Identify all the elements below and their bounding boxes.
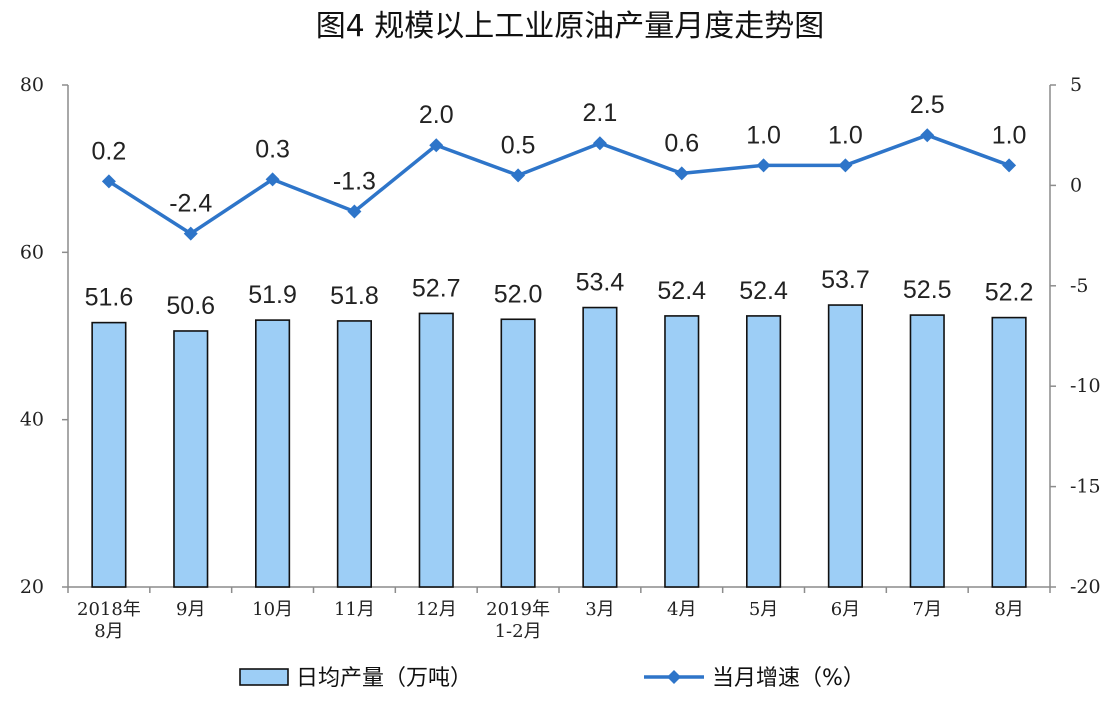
y-right-tick-label: 5 (1070, 74, 1082, 96)
bar (500, 318, 536, 588)
bar (582, 306, 618, 588)
bar-data-label: 51.6 (85, 284, 134, 312)
line-point (756, 158, 771, 173)
x-tick-label: 2019年 1-2月 (486, 599, 550, 642)
y-right-tick-label: 0 (1070, 174, 1082, 196)
bar-data-label: 51.8 (330, 282, 379, 310)
x-tick-label: 7月 (913, 599, 942, 620)
bar-data-label: 53.7 (821, 266, 870, 294)
x-tick-label-line: 1-2月 (495, 621, 542, 642)
x-tick-label: 9月 (176, 599, 205, 620)
line-data-label: 0.5 (501, 131, 536, 159)
line-point (511, 168, 526, 183)
x-tick-label-line: 8月 (994, 599, 1023, 620)
series-line (107, 133, 1010, 236)
bar-data-label: 52.2 (985, 279, 1034, 307)
bar (255, 319, 291, 588)
x-tick-label-line: 10月 (252, 599, 293, 620)
line-point (183, 226, 198, 241)
line-data-label: 0.6 (664, 129, 699, 157)
x-tick-label: 6月 (831, 599, 860, 620)
x-tick-label-line: 4月 (667, 599, 696, 620)
x-tick-label: 10月 (252, 599, 293, 620)
legend-line-label: 当月增速（%） (712, 666, 865, 691)
line-data-label: 2.0 (419, 101, 454, 129)
line-data-label: -2.4 (169, 190, 212, 218)
chart-title: 图4 规模以上工业原油产量月度走势图 (316, 9, 825, 44)
bar-series: 51.6 50.6 51.9 51.8 52.7 52.0 53.4 52.4 52.4 53.7… (85, 266, 1034, 588)
y-right-tick-label: -20 (1070, 576, 1101, 598)
line-point (347, 204, 362, 219)
bar (173, 330, 209, 588)
line-point (592, 136, 607, 151)
bar (664, 315, 700, 588)
x-tick-label-line: 9月 (176, 599, 205, 620)
line-data-label: 1.0 (992, 121, 1027, 149)
x-tick-label: 2018年 8月 (77, 599, 141, 642)
y-left-tick-label: 80 (20, 74, 44, 96)
bar-data-label: 50.6 (166, 292, 215, 320)
bar-data-label: 52.4 (739, 277, 788, 305)
y-left-tick-label: 20 (20, 576, 44, 598)
line-point (429, 138, 444, 153)
line-data-label: 0.2 (92, 137, 127, 165)
bar-data-label: 52.4 (657, 277, 706, 305)
line-data-label: 2.1 (583, 99, 618, 127)
line-point (265, 172, 280, 187)
line-point (674, 166, 689, 181)
line-point (838, 158, 853, 173)
y-left-tick-label: 40 (20, 409, 44, 431)
x-tick-label-line: 2018年 (77, 599, 141, 620)
y-right-tick-label: -10 (1070, 375, 1101, 397)
x-tick-label: 3月 (585, 599, 614, 620)
legend-bar-swatch (239, 668, 289, 686)
bar (91, 321, 127, 588)
x-tick-label: 4月 (667, 599, 696, 620)
line-data-label: 0.3 (255, 135, 290, 163)
legend: 日均产量（万吨） 当月增速（%） (239, 666, 865, 691)
y-right-tick-label: -15 (1070, 476, 1101, 498)
bar (991, 316, 1027, 588)
x-tick-label-line: 7月 (913, 599, 942, 620)
line-series: 0.2 -2.4 0.3 -1.3 2.0 0.5 2.1 0.6 1.0 1.0 2.5 1.0 (92, 91, 1027, 241)
line-data-label: -1.3 (333, 168, 376, 196)
line-data-label: 1.0 (746, 121, 781, 149)
x-tick-label-line: 12月 (416, 599, 457, 620)
y-right-tick-label: -5 (1070, 275, 1089, 297)
x-tick-label-line: 8月 (94, 621, 123, 642)
line-data-label: 2.5 (910, 91, 945, 119)
bar-data-label: 52.7 (412, 274, 461, 302)
x-tick-label-line: 6月 (831, 599, 860, 620)
x-tick-label-line: 2019年 (486, 599, 550, 620)
bar-data-label: 52.5 (903, 276, 952, 304)
bar-data-label: 52.0 (494, 280, 543, 308)
legend-line-marker (667, 670, 681, 684)
bar (418, 312, 454, 588)
x-tick-label-line: 3月 (585, 599, 614, 620)
y-left-tick-label: 60 (20, 241, 44, 263)
x-tick-label: 8月 (994, 599, 1023, 620)
line-point (920, 128, 935, 143)
legend-bar-label: 日均产量（万吨） (296, 666, 472, 691)
line-point (1002, 158, 1017, 173)
bar-data-label: 53.4 (576, 269, 625, 297)
line-data-label: 1.0 (828, 121, 863, 149)
x-tick-label-line: 5月 (749, 599, 778, 620)
bar (827, 304, 863, 588)
bar (746, 315, 782, 588)
line-point (101, 174, 116, 189)
x-tick-label-line: 11月 (334, 599, 375, 620)
bar-data-label: 51.9 (248, 281, 297, 309)
x-tick-label: 5月 (749, 599, 778, 620)
x-tick-label: 12月 (416, 599, 457, 620)
x-tick-label: 11月 (334, 599, 375, 620)
bar (336, 320, 372, 588)
bar (909, 314, 945, 588)
